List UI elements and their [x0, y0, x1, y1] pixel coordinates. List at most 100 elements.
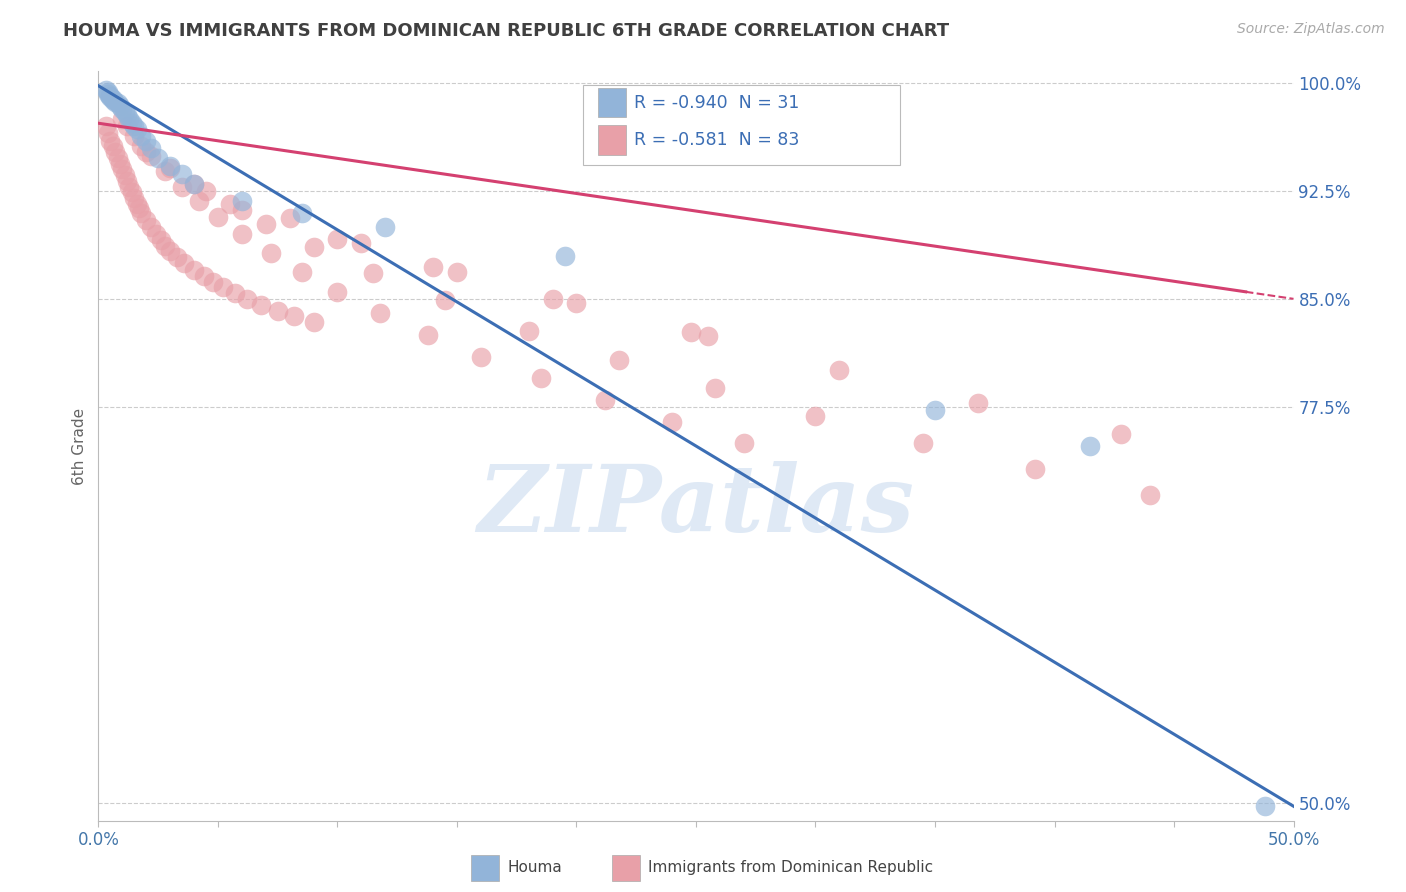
Point — [541, 292, 564, 306]
Point — [97, 87, 120, 102]
Point — [1080, 439, 1102, 453]
Point — [195, 184, 218, 198]
Point — [326, 285, 349, 299]
Point — [118, 112, 141, 126]
Point — [104, 95, 127, 109]
Point — [183, 177, 205, 191]
Point — [326, 231, 349, 245]
Point — [107, 151, 129, 165]
Point — [124, 129, 146, 144]
Point — [554, 249, 576, 263]
Point — [211, 280, 233, 294]
Point — [283, 310, 305, 324]
Point — [111, 102, 134, 116]
Point — [114, 104, 136, 119]
Point — [125, 122, 148, 136]
Point — [530, 371, 553, 385]
Point — [104, 145, 127, 159]
Point — [267, 303, 290, 318]
Point — [155, 238, 177, 252]
Point — [173, 256, 195, 270]
Point — [108, 99, 131, 113]
Point — [101, 93, 124, 107]
Point — [128, 201, 150, 215]
Text: Immigrants from Dominican Republic: Immigrants from Dominican Republic — [648, 861, 934, 875]
Point — [97, 126, 120, 140]
Point — [131, 205, 153, 219]
Point — [370, 306, 392, 320]
Point — [131, 129, 153, 144]
Point — [108, 156, 131, 170]
Text: HOUMA VS IMMIGRANTS FROM DOMINICAN REPUBLIC 6TH GRADE CORRELATION CHART: HOUMA VS IMMIGRANTS FROM DOMINICAN REPUB… — [63, 22, 949, 40]
Point — [593, 392, 616, 407]
Point — [911, 436, 934, 450]
Point — [302, 240, 325, 254]
Point — [125, 197, 148, 211]
Point — [254, 217, 277, 231]
Point — [291, 205, 314, 219]
Point — [115, 174, 138, 188]
Point — [124, 119, 146, 133]
Text: ZIPatlas: ZIPatlas — [478, 461, 914, 551]
Point — [1254, 799, 1277, 814]
Point — [101, 92, 124, 106]
Point — [135, 212, 157, 227]
Y-axis label: 6th Grade: 6th Grade — [72, 408, 87, 484]
Point — [609, 352, 631, 367]
Point — [193, 268, 215, 283]
Point — [172, 179, 194, 194]
Point — [98, 134, 122, 148]
Point — [422, 260, 444, 275]
Point — [235, 292, 257, 306]
Point — [697, 329, 720, 343]
Point — [1139, 488, 1161, 502]
Point — [704, 381, 727, 395]
Point — [159, 161, 181, 175]
Text: R = -0.581  N = 83: R = -0.581 N = 83 — [634, 131, 800, 149]
Point — [101, 139, 124, 153]
Point — [259, 246, 281, 260]
Point — [278, 211, 301, 226]
Point — [207, 210, 229, 224]
Point — [115, 119, 138, 133]
Point — [1111, 427, 1133, 442]
Point — [139, 149, 162, 163]
Point — [967, 396, 990, 410]
Text: Houma: Houma — [508, 861, 562, 875]
Point — [149, 233, 172, 247]
Point — [115, 107, 138, 121]
Point — [135, 134, 157, 148]
Point — [350, 235, 373, 250]
Point — [111, 162, 134, 177]
Text: R = -0.940  N = 31: R = -0.940 N = 31 — [634, 94, 800, 112]
Point — [302, 315, 325, 329]
Point — [124, 191, 146, 205]
Point — [219, 197, 242, 211]
Point — [159, 244, 181, 259]
Point — [446, 265, 468, 279]
Point — [98, 90, 122, 104]
Point — [804, 409, 827, 423]
Point — [139, 141, 162, 155]
Point — [98, 88, 122, 103]
Text: Source: ZipAtlas.com: Source: ZipAtlas.com — [1237, 22, 1385, 37]
Point — [291, 265, 314, 279]
Point — [250, 298, 273, 312]
Point — [159, 160, 181, 174]
Point — [733, 436, 755, 450]
Point — [517, 324, 540, 338]
Point — [224, 286, 246, 301]
Point — [418, 328, 440, 343]
Point — [231, 227, 253, 242]
Point — [148, 151, 170, 165]
Point — [97, 85, 120, 99]
Point — [94, 83, 117, 97]
Point — [363, 266, 385, 280]
Point — [374, 219, 396, 234]
Point — [166, 250, 188, 264]
Point — [1024, 462, 1046, 476]
Point — [131, 139, 153, 153]
Point — [231, 202, 253, 217]
Point — [172, 167, 194, 181]
Point — [924, 403, 946, 417]
